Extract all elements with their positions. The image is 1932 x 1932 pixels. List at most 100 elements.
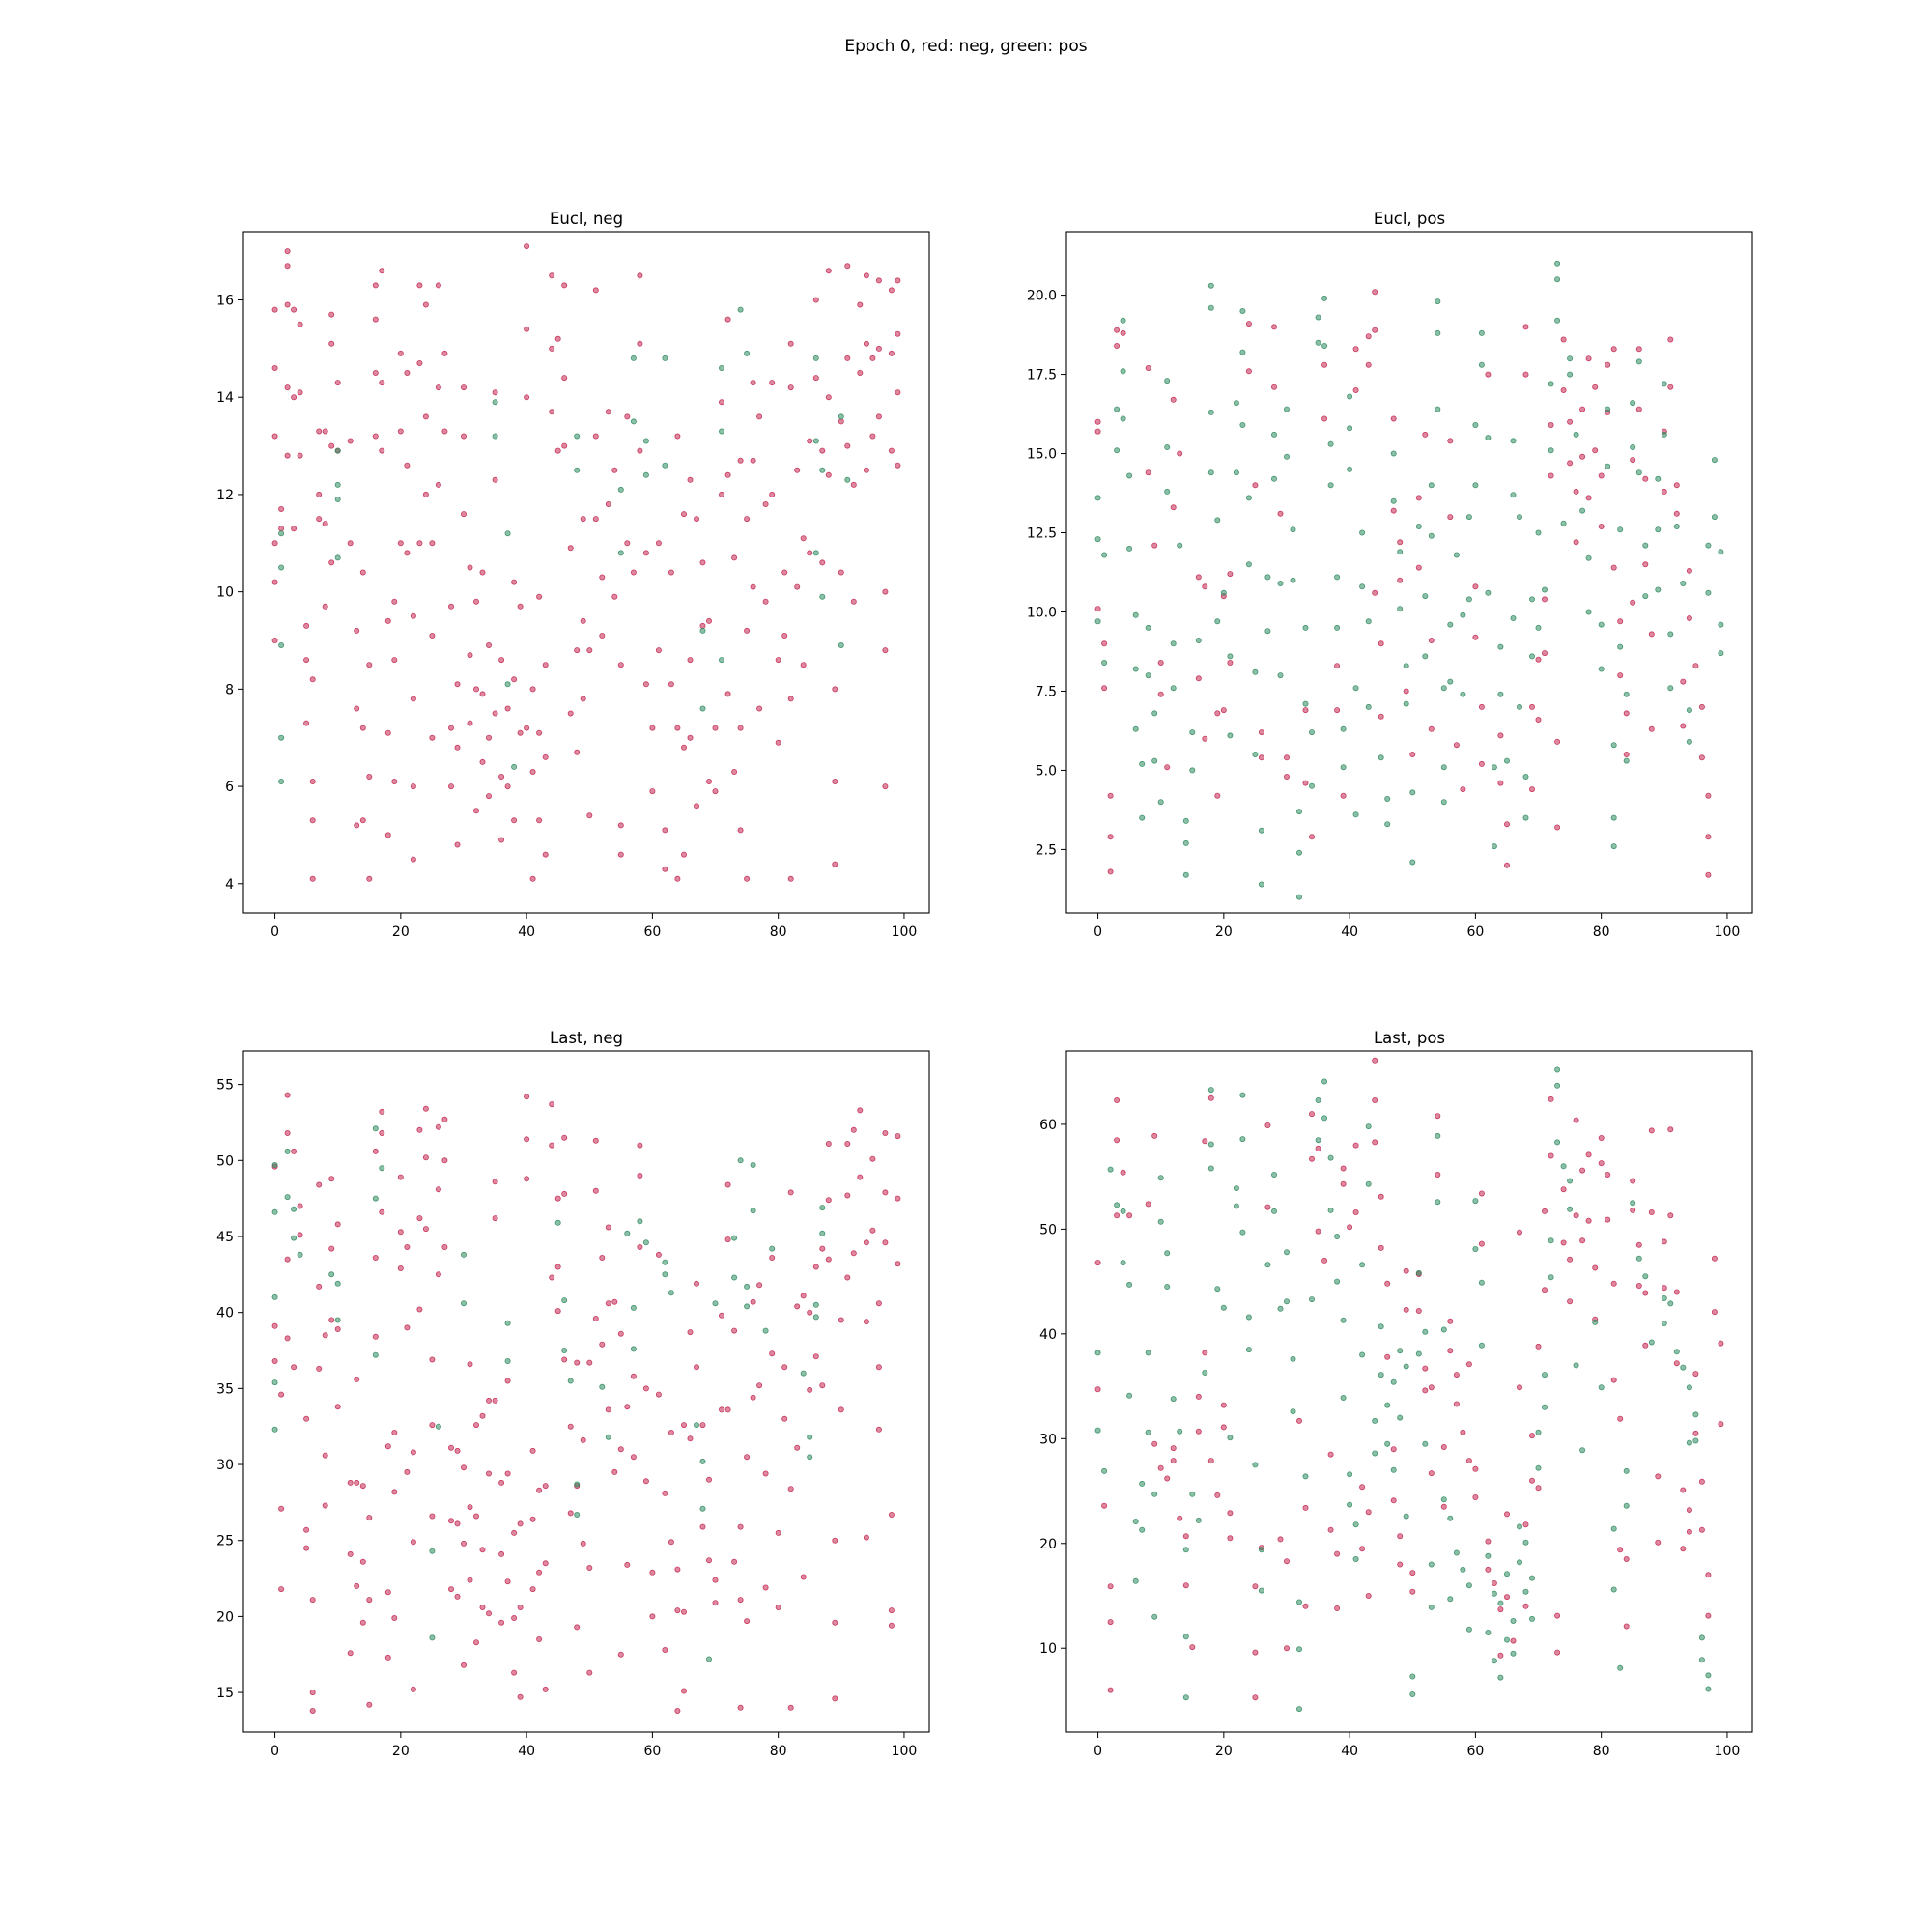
scatter-point — [1573, 539, 1579, 546]
scatter-point — [617, 822, 624, 829]
scatter-point — [1347, 466, 1353, 472]
scatter-point — [744, 1303, 751, 1310]
scatter-point — [812, 1353, 819, 1360]
scatter-point — [1655, 475, 1662, 482]
scatter-point — [1504, 1511, 1511, 1518]
scatter-point — [1094, 536, 1101, 543]
scatter-point — [472, 1639, 479, 1646]
subplot-2: 0 20 40 60 80 100 2.5 5.0 7.5 10.0 12.5 15.0 17.5 20.… — [1027, 210, 1753, 940]
scatter-point — [1321, 415, 1328, 422]
scatter-point — [1655, 526, 1662, 533]
scatter-point — [322, 428, 328, 435]
scatter-point — [529, 875, 536, 882]
scatter-point — [1239, 1229, 1246, 1236]
scatter-point — [542, 662, 549, 668]
scatter-point — [1182, 1582, 1189, 1589]
scatter-point — [762, 1470, 769, 1477]
scatter-point — [1195, 574, 1202, 581]
scatter-point — [1126, 545, 1133, 552]
scatter-point — [1352, 811, 1359, 818]
scatter-point — [492, 399, 498, 406]
scatter-point — [1365, 333, 1372, 340]
scatter-point — [561, 1356, 568, 1363]
scatter-point — [271, 1358, 278, 1365]
x-tick-label: 20 — [392, 1744, 410, 1759]
scatter-point — [744, 875, 751, 882]
scatter-point — [592, 433, 599, 440]
scatter-point — [1642, 1342, 1649, 1349]
subplot-1: 0 20 40 60 80 100 4 6 8 10 12 14 16 Eucl, neg — [216, 210, 930, 940]
scatter-point — [1472, 1465, 1479, 1472]
scatter-point — [617, 550, 624, 556]
scatter-point — [592, 1187, 599, 1194]
scatter-point — [1592, 447, 1599, 454]
scatter-point — [1548, 381, 1554, 387]
scatter-point — [1535, 529, 1542, 536]
scatter-point — [1485, 1630, 1492, 1636]
scatter-point — [278, 1505, 285, 1512]
scatter-point — [731, 769, 738, 776]
scatter-point — [366, 1597, 373, 1604]
scatter-point — [1170, 504, 1177, 511]
scatter-point — [1529, 1433, 1536, 1439]
scatter-point — [1517, 1559, 1523, 1566]
scatter-point — [1340, 764, 1347, 771]
scatter-point — [1315, 314, 1321, 321]
scatter-point — [328, 442, 335, 449]
scatter-point — [479, 1547, 486, 1553]
scatter-point — [404, 462, 411, 469]
scatter-point — [630, 1346, 637, 1352]
scatter-point — [1510, 1637, 1517, 1644]
y-tick-label: 25 — [216, 1534, 234, 1549]
scatter-point — [1164, 443, 1171, 450]
scatter-point — [1554, 1066, 1561, 1073]
scatter-point — [328, 559, 335, 566]
scatter-point — [637, 447, 643, 454]
scatter-point — [271, 579, 278, 585]
scatter-point — [800, 535, 807, 542]
scatter-point — [844, 476, 851, 483]
scatter-point — [1491, 843, 1497, 850]
scatter-point — [1321, 295, 1328, 301]
scatter-point — [297, 1203, 303, 1209]
scatter-point — [662, 827, 668, 834]
scatter-point — [366, 1701, 373, 1708]
scatter-point — [397, 350, 404, 356]
scatter-point — [769, 491, 776, 497]
scatter-point — [1673, 1349, 1680, 1355]
scatter-point — [536, 1636, 543, 1643]
scatter-point — [800, 1370, 807, 1377]
y-tick-label: 15.0 — [1027, 447, 1057, 463]
scatter-point — [1139, 1526, 1146, 1533]
scatter-point — [888, 1607, 895, 1614]
scatter-point — [1189, 729, 1196, 736]
scatter-point — [1661, 1321, 1667, 1327]
scatter-point — [1522, 774, 1529, 781]
scatter-point — [1139, 760, 1146, 767]
scatter-point — [460, 511, 467, 518]
scatter-point — [1522, 814, 1529, 821]
scatter-point — [498, 1550, 505, 1557]
scatter-point — [1132, 1577, 1139, 1584]
scatter-point — [1610, 742, 1617, 749]
scatter-point — [1435, 1113, 1441, 1120]
scatter-point — [561, 1190, 568, 1197]
scatter-point — [1686, 738, 1692, 745]
scatter-point — [756, 705, 763, 712]
scatter-point — [291, 526, 298, 532]
scatter-point — [498, 837, 505, 843]
scatter-point — [322, 1332, 328, 1339]
scatter-point — [359, 817, 366, 824]
scatter-point — [284, 248, 291, 255]
scatter-point — [492, 389, 498, 396]
scatter-point — [1686, 1384, 1692, 1391]
scatter-point — [1453, 742, 1460, 749]
scatter-point — [1705, 1572, 1712, 1578]
scatter-point — [1145, 1350, 1151, 1356]
scatter-point — [410, 1539, 416, 1546]
scatter-point — [284, 452, 291, 459]
scatter-point — [529, 1516, 536, 1522]
scatter-point — [372, 1148, 379, 1154]
scatter-point — [379, 447, 385, 454]
scatter-point — [429, 1356, 436, 1363]
